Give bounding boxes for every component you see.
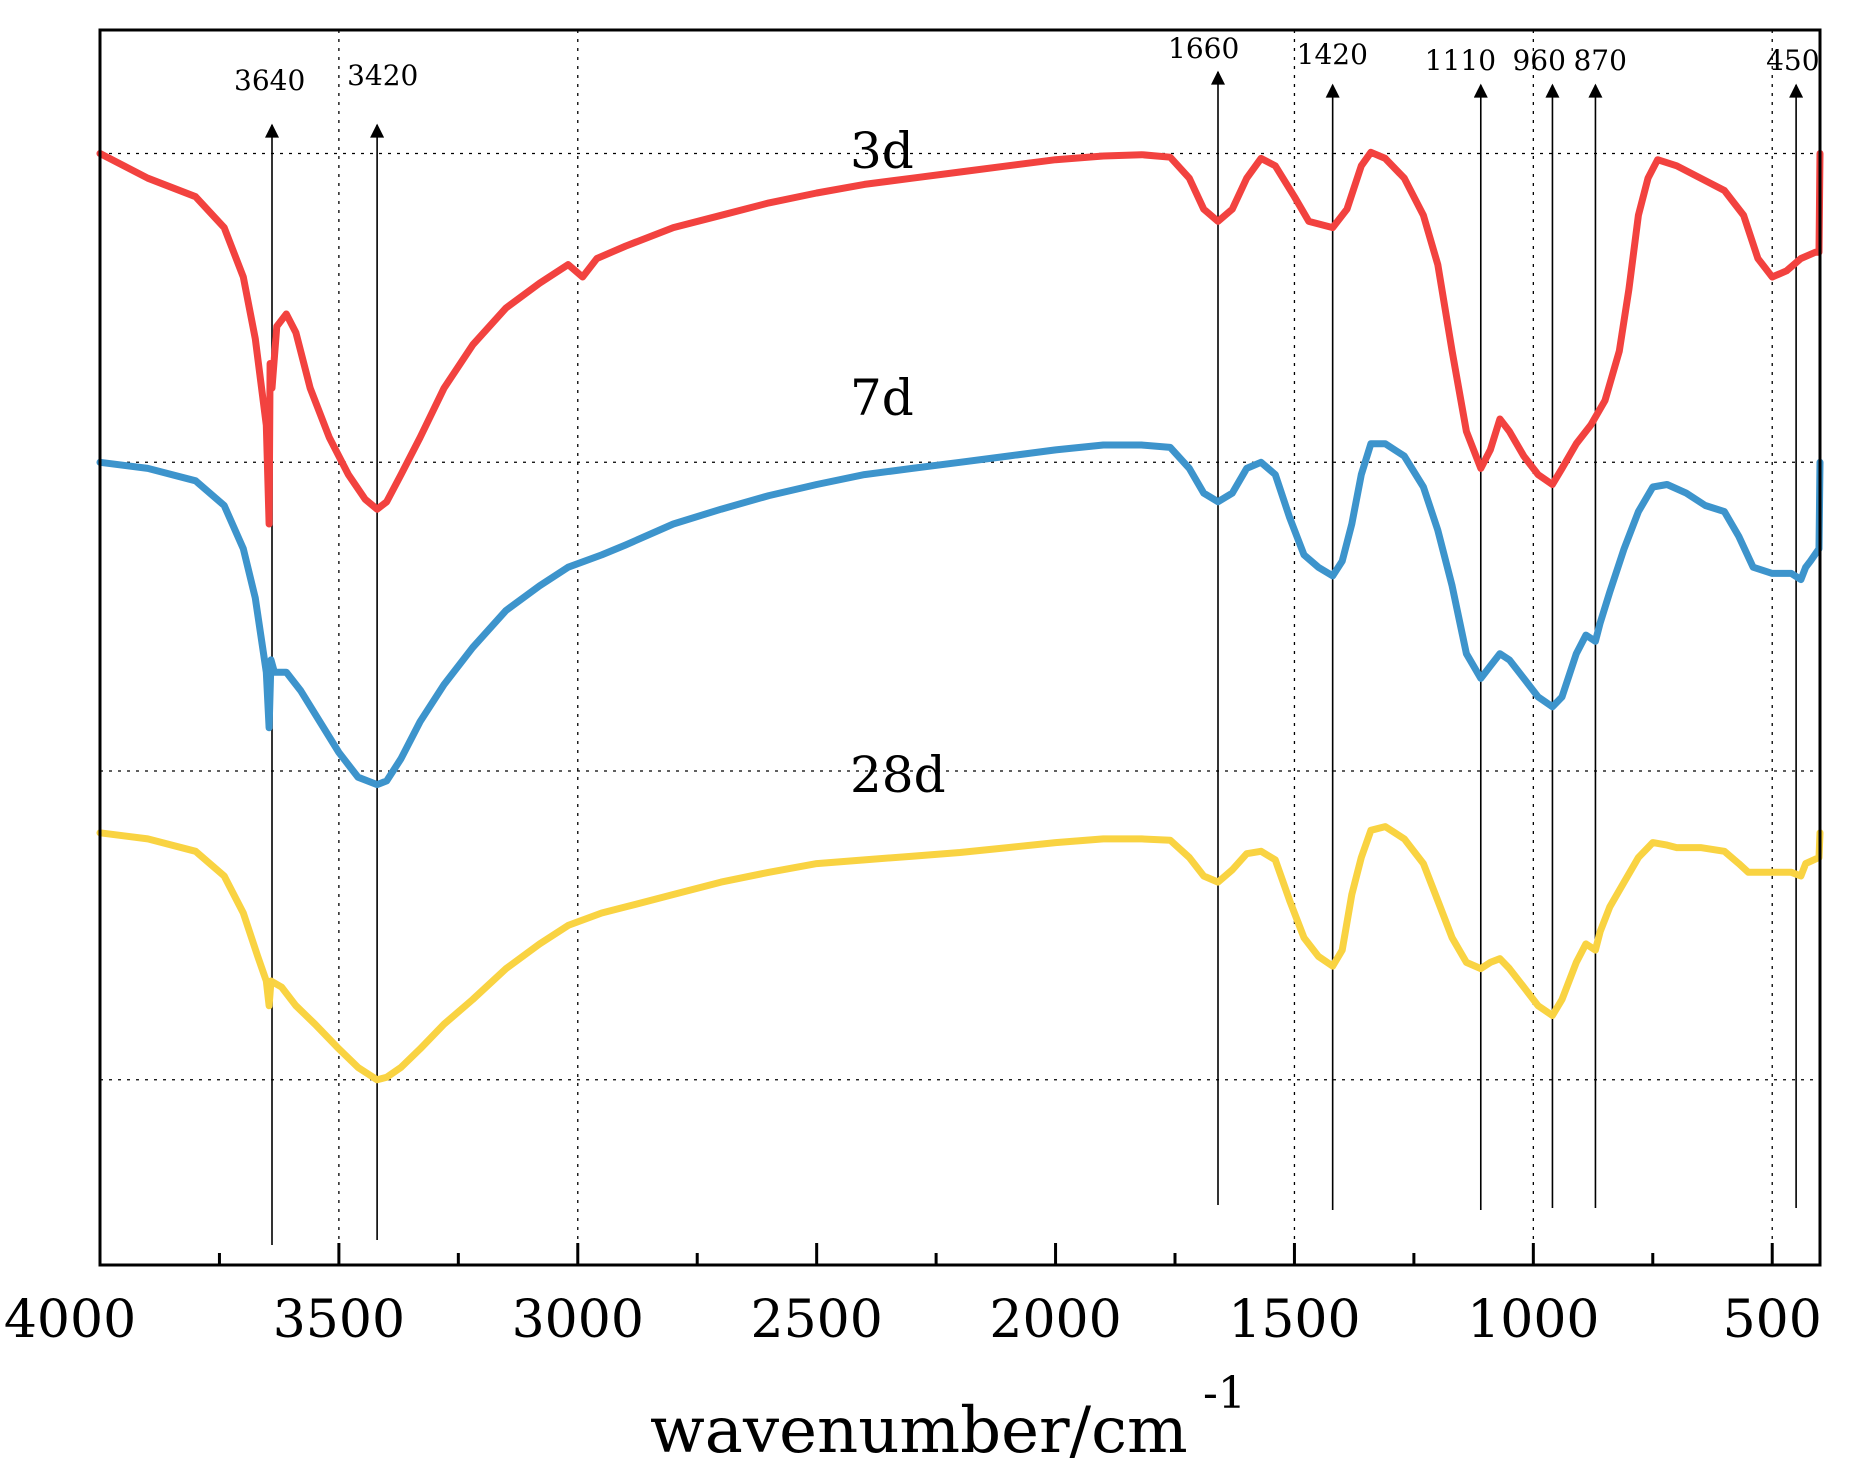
peak-label-3640: 3640 (234, 64, 305, 97)
x-tick-label-1500: 1500 (1228, 1290, 1360, 1350)
x-tick-label-1000: 1000 (1467, 1290, 1599, 1350)
x-tick-label-4000: 4000 (4, 1290, 136, 1350)
series-line-28d (96, 823, 1824, 1084)
grid-layer (100, 30, 1820, 1265)
peak-marker-layer (265, 70, 1804, 1245)
peak-label-870: 870 (1573, 44, 1626, 77)
x-tick-label-2000: 2000 (989, 1290, 1121, 1350)
peak-label-1660: 1660 (1168, 32, 1239, 65)
axis-layer: 4000 3500 3000 2500 2000 1500 1000 500 wavenumbe… (4, 28, 1822, 1468)
x-tick-label-2500: 2500 (750, 1290, 882, 1350)
peak-label-3420: 3420 (347, 59, 418, 92)
series-label-7d: 7d (850, 369, 914, 427)
x-tick-label-3500: 3500 (273, 1290, 405, 1350)
peak-label-1110: 1110 (1425, 44, 1496, 77)
peak-label-450: 450 (1766, 44, 1819, 77)
series-line-3d (96, 148, 1824, 528)
x-axis-title: wavenumber/cm (650, 1394, 1188, 1468)
x-tick-label-3000: 3000 (512, 1290, 644, 1350)
plot-frame (98, 28, 1822, 1267)
series-line-7d (96, 440, 1824, 789)
series-label-3d: 3d (850, 122, 914, 180)
x-tick-label-500: 500 (1723, 1290, 1822, 1350)
x-axis-title-superscript: -1 (1203, 1368, 1246, 1419)
label-layer: 3640 3420 1660 1420 1110 960 870 450 3d 7d 28d (234, 32, 1820, 804)
peak-label-1420: 1420 (1297, 38, 1368, 71)
peak-label-960: 960 (1512, 44, 1565, 77)
series-layer (96, 148, 1824, 1084)
series-label-28d: 28d (850, 746, 946, 804)
